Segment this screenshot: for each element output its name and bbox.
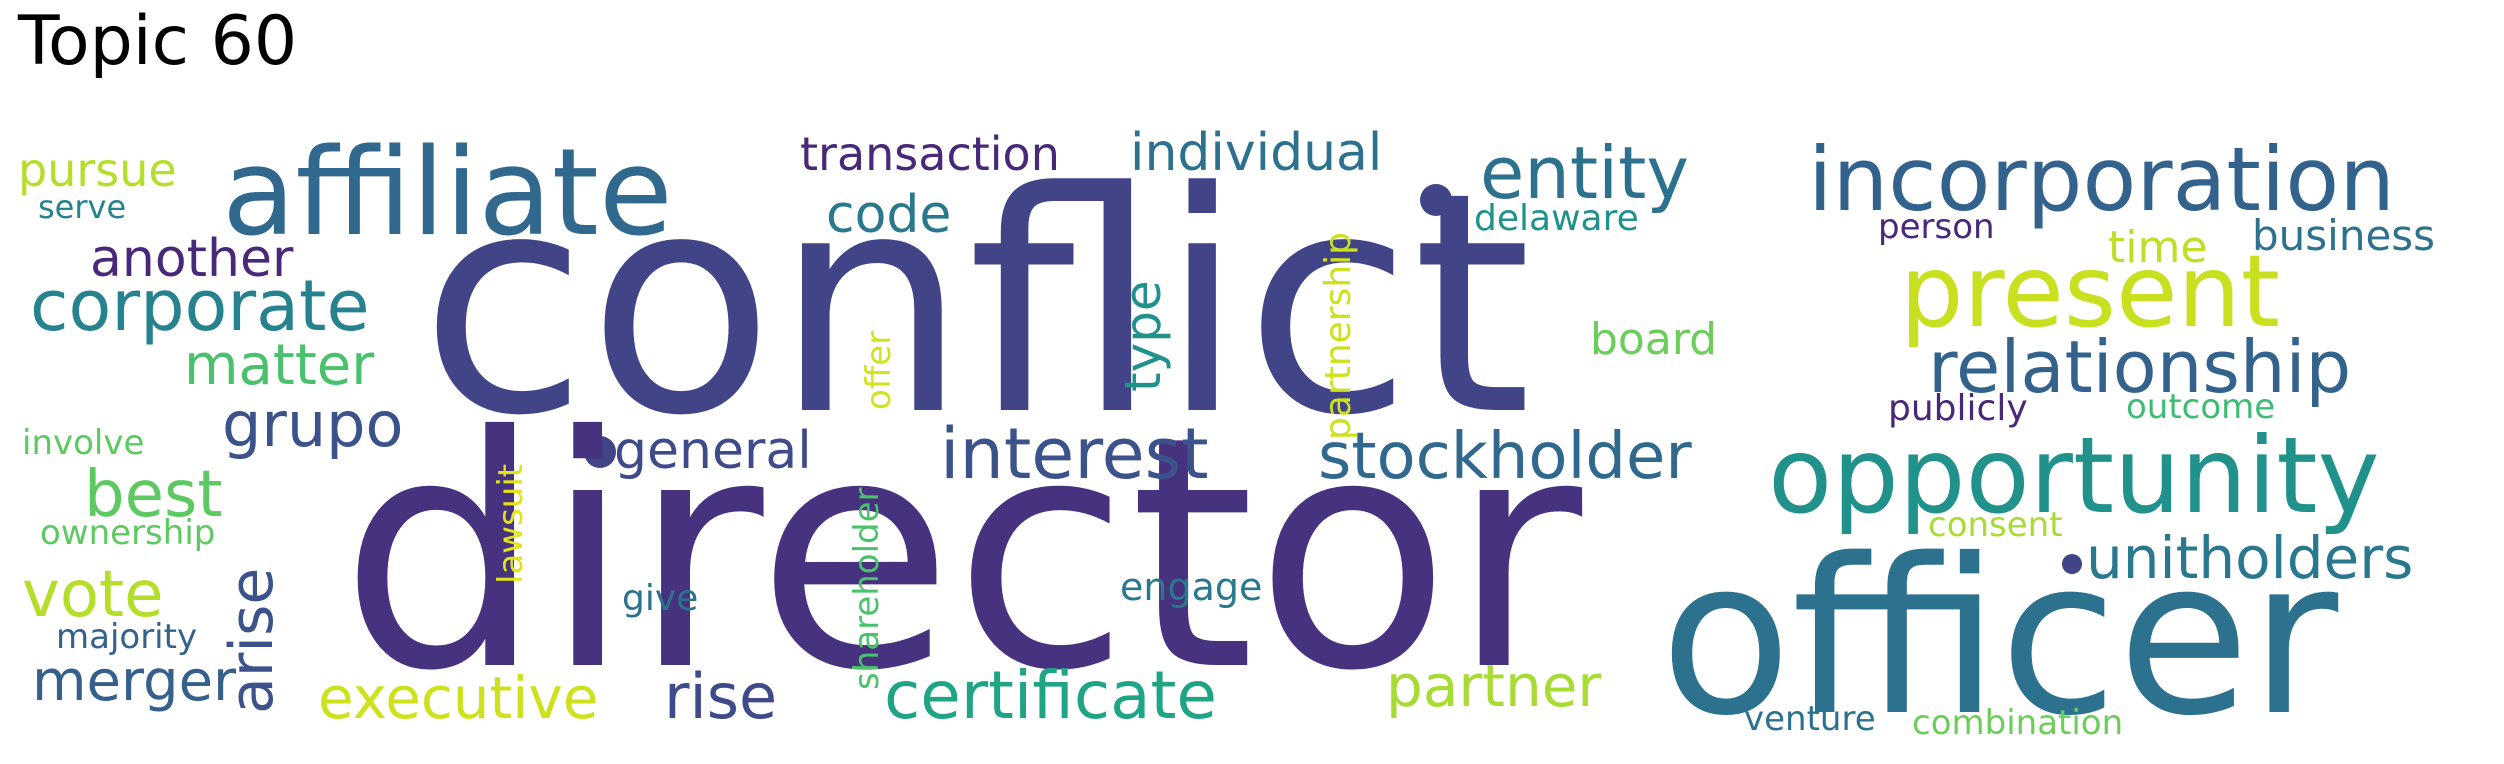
cloud-word-lawsuit: lawsuit [491,464,531,584]
cloud-word-officer: officer [1660,512,2339,763]
cloud-word-serve: serve [38,188,126,226]
cloud-word-code: code [826,185,951,245]
cloud-word-conflict: conflict [420,127,1532,482]
cloud-dot [1420,184,1452,216]
cloud-dot [2062,554,2082,574]
cloud-word-certificate: certificate [884,657,1217,734]
cloud-word-give: give [622,578,698,619]
cloud-word-outcome: outcome [2126,387,2275,427]
cloud-word-delaware: delaware [1474,198,1639,239]
cloud-word-time: time [2108,222,2207,273]
cloud-word-affiliate: affiliate [222,124,673,263]
cloud-word-arise: arise [217,568,287,714]
cloud-word-offer: offer [859,331,899,410]
cloud-word-engage: engage [1120,565,1262,609]
cloud-word-interest: interest [940,413,1209,495]
cloud-word-person: person [1878,207,1995,247]
cloud-word-rise: rise [664,660,777,733]
cloud-word-relationship: relationship [1928,325,2351,409]
cloud-word-vote: vote [22,558,164,632]
cloud-word-entity: entity [1480,131,1689,215]
cloud-word-board: board [1590,314,1717,365]
cloud-word-majority: majority [56,617,197,657]
cloud-word-matter: matter [184,333,375,398]
cloud-word-unitholders: unitholders [2086,524,2413,592]
cloud-word-merger: merger [32,649,237,714]
cloud-word-shareholder: shareholder [847,487,887,690]
cloud-word-incorporation: incorporation [1808,128,2395,231]
cloud-word-executive: executive [318,664,598,732]
cloud-word-consent: consent [1928,505,2063,545]
cloud-word-director: director [340,369,1586,741]
cloud-word-involve: involve [22,423,144,463]
cloud-word-combination: combination [1912,703,2123,743]
cloud-word-general: general [614,421,812,481]
cloud-word-present: present [1900,233,2280,350]
cloud-word-corporate: corporate [30,265,370,347]
cloud-word-partnership: partnership [1318,232,1359,440]
cloud-word-venture: venture [1744,699,1876,739]
cloud-word-best: best [84,458,222,532]
cloud-word-opportunity: opportunity [1768,415,2380,537]
cloud-dot [584,436,616,468]
cloud-word-publicly: publicly [1888,388,2028,429]
cloud-word-transaction: transaction [800,127,1060,181]
cloud-word-grupo: grupo [222,388,403,461]
cloud-word-pursue: pursue [18,143,177,197]
cloud-word-type: type [1114,280,1172,392]
cloud-word-individual: individual [1130,123,1382,183]
cloud-word-ownership: ownership [40,513,215,553]
cloud-word-another: another [90,229,294,289]
cloud-word-stockholder: stockholder [1318,420,1692,494]
cloud-word-partner: partner [1386,652,1601,720]
cloud-word-business: business [2252,211,2435,260]
page-title: Topic 60 [18,2,298,81]
